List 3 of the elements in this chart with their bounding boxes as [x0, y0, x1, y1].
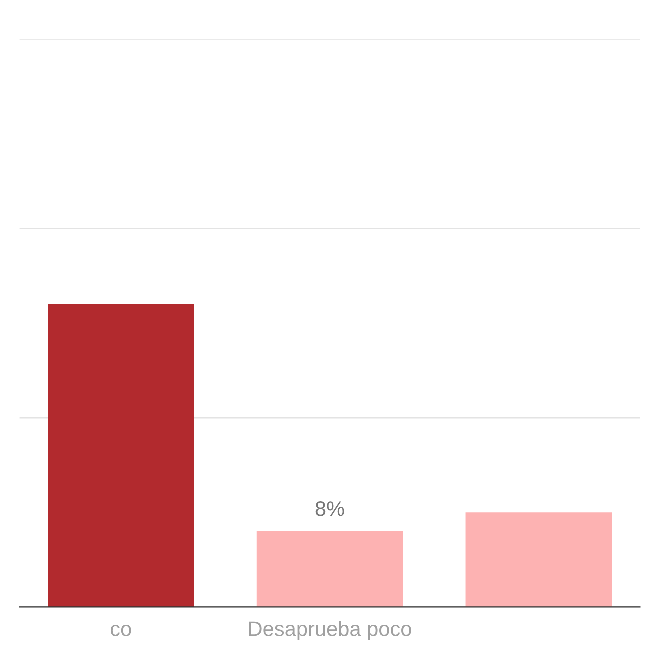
x-tick-label: Desaprueba poco [249, 621, 412, 641]
x-tick-label: co [110, 624, 132, 636]
data-label: 8% [316, 502, 344, 516]
